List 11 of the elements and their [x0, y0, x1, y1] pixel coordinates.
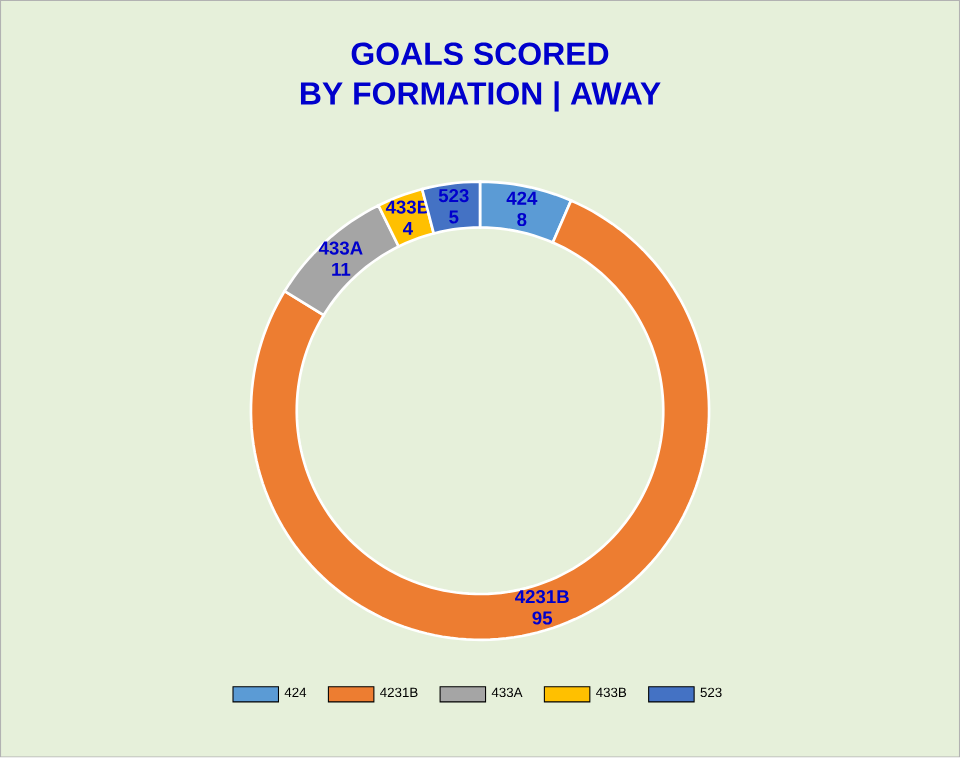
data-label: 95 — [532, 611, 553, 625]
slice-label: 433A — [318, 241, 363, 255]
slice-label: 4231B — [515, 590, 569, 604]
chart-title: GOALS SCORED — [351, 42, 609, 66]
slice-label: 424 — [506, 191, 538, 205]
slice-label: 523 — [438, 189, 469, 203]
data-label: 4 — [402, 222, 413, 235]
data-label: 8 — [517, 213, 527, 227]
chart-subtitle: BY FORMATION | AWAY — [300, 81, 661, 112]
data-label: 11 — [332, 263, 351, 276]
data-label: 5 — [449, 210, 459, 224]
